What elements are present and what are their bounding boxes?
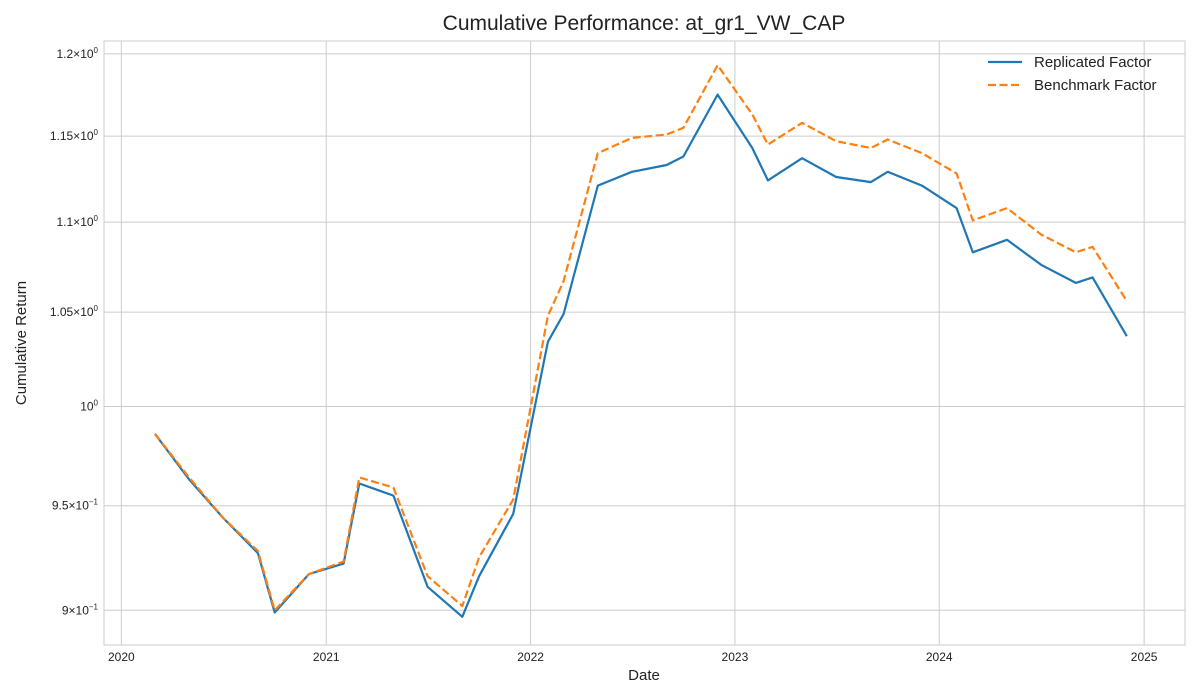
y-tick-times: × — [73, 215, 80, 229]
y-tick-exponent: 0 — [94, 128, 99, 137]
y-tick-label: 1.05×100 — [50, 304, 99, 319]
y-axis-ticks: 9×10−19.5×10−11001.05×1001.1×1001.15×100… — [50, 46, 99, 617]
y-tick-base: 10 — [80, 47, 94, 61]
y-tick-mantissa: 1.2 — [56, 47, 73, 61]
x-tick-label: 2022 — [517, 650, 544, 664]
plot-area — [104, 41, 1185, 645]
y-tick-base: 10 — [80, 400, 94, 414]
y-tick-exponent: 0 — [94, 304, 99, 313]
y-tick-exponent: 0 — [94, 214, 99, 223]
y-tick-label: 9×10−1 — [62, 602, 99, 617]
x-axis-ticks: 2020 2021 2022 2023 2024 2025 — [108, 650, 1158, 664]
y-tick-times: × — [73, 129, 80, 143]
y-tick-mantissa: 1.15 — [50, 129, 74, 143]
y-tick-exponent: −1 — [89, 498, 99, 507]
legend: Replicated Factor Benchmark Factor — [988, 54, 1157, 94]
y-tick-exponent: 0 — [94, 46, 99, 55]
y-axis-label: Cumulative Return — [13, 281, 30, 405]
y-tick-exponent: 0 — [94, 399, 99, 408]
y-tick-label: 1.15×100 — [50, 128, 99, 143]
y-tick-times: × — [73, 305, 80, 319]
x-tick-label: 2024 — [926, 650, 953, 664]
chart-title: Cumulative Performance: at_gr1_VW_CAP — [443, 12, 846, 35]
y-tick-mantissa: 1.1 — [56, 215, 73, 229]
y-tick-base: 10 — [76, 603, 90, 617]
y-tick-base: 10 — [80, 215, 94, 229]
y-tick-label: 9.5×10−1 — [52, 498, 99, 513]
series-lines — [154, 64, 1128, 618]
y-tick-base: 10 — [76, 499, 90, 513]
y-tick-times: × — [73, 47, 80, 61]
series-line-replicated-factor — [154, 93, 1128, 618]
y-tick-label: 1.1×100 — [56, 214, 98, 229]
legend-entry-label: Replicated Factor — [1034, 54, 1152, 71]
y-tick-times: × — [69, 603, 76, 617]
series-line-benchmark-factor — [154, 64, 1128, 612]
y-tick-label: 100 — [80, 399, 98, 414]
grid-lines — [104, 41, 1185, 645]
x-tick-label: 2021 — [313, 650, 340, 664]
x-tick-label: 2020 — [108, 650, 135, 664]
y-tick-mantissa: 9 — [62, 603, 69, 617]
y-tick-label: 1.2×100 — [56, 46, 98, 61]
y-tick-times: × — [69, 499, 76, 513]
x-tick-label: 2025 — [1131, 650, 1158, 664]
legend-entry-label: Benchmark Factor — [1034, 77, 1157, 94]
plot-frame — [103, 40, 1186, 646]
y-tick-mantissa: 9.5 — [52, 499, 69, 513]
x-axis-label: Date — [628, 667, 660, 684]
y-tick-base: 10 — [80, 129, 94, 143]
y-tick-mantissa: 1.05 — [50, 305, 74, 319]
y-tick-base: 10 — [80, 305, 94, 319]
x-tick-label: 2023 — [722, 650, 749, 664]
y-tick-exponent: −1 — [89, 602, 99, 611]
